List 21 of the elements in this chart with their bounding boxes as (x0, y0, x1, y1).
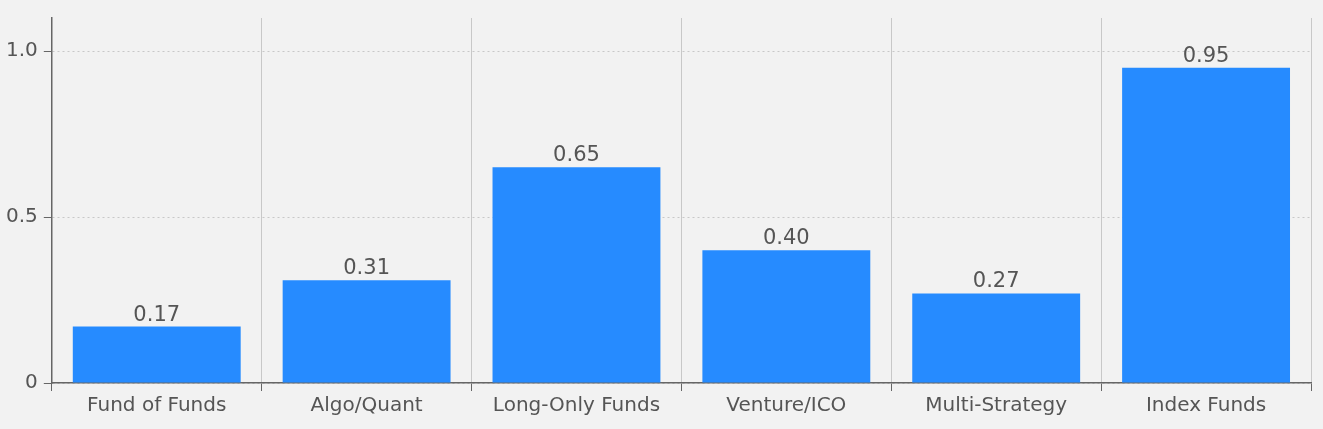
y-tick-label: 0.5 (5, 203, 38, 228)
x-tick-label: Fund of Funds (87, 392, 227, 417)
x-tick-label: Long-Only Funds (492, 392, 661, 417)
x-tick-label: Algo/Quant (310, 392, 423, 417)
bar (702, 250, 871, 383)
bar (282, 280, 451, 383)
bar (1122, 67, 1291, 383)
bar (72, 326, 241, 383)
y-tick-label: 0 (25, 369, 38, 394)
bar (912, 293, 1081, 383)
y-tick-label: 1.0 (5, 37, 38, 62)
data-label: 0.40 (762, 225, 810, 250)
data-label: 0.31 (343, 255, 390, 280)
data-label: 0.65 (553, 142, 600, 167)
x-tick-label: Venture/ICO (726, 392, 847, 417)
data-label: 0.27 (972, 268, 1020, 293)
data-label: 0.17 (133, 301, 181, 326)
bar (492, 167, 661, 383)
x-tick-label: Multi-Strategy (925, 392, 1068, 417)
x-tick-label: Index Funds (1145, 392, 1267, 417)
data-label: 0.95 (1182, 42, 1230, 67)
